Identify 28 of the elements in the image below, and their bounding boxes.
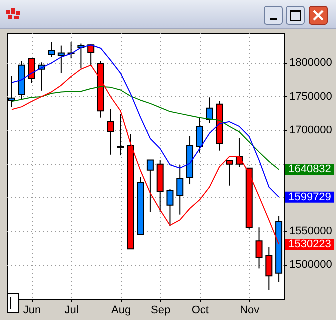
y-tick-label: 1700000 [290, 124, 332, 136]
candlestick [28, 58, 36, 84]
candlestick [166, 188, 174, 227]
candlestick [107, 108, 114, 156]
candlestick [206, 97, 214, 124]
candlestick [146, 160, 154, 213]
y-tick-label: 1550000 [290, 225, 332, 238]
candlestick [58, 45, 65, 74]
x-tick-label: Jul [64, 304, 79, 316]
x-tick-label: Jun [23, 304, 42, 316]
candlestick [226, 160, 234, 186]
x-tick-label: Nov [240, 304, 260, 316]
candlestick [196, 116, 204, 154]
text: 1530223 [288, 238, 332, 250]
candlestick [48, 42, 56, 58]
x-tick-label: Oct [192, 304, 209, 316]
candlestick [256, 227, 263, 270]
candlestick [266, 246, 273, 291]
y-tick-label: 1500000 [290, 259, 332, 272]
text: 1640832 [288, 164, 332, 176]
y-tick-label: 1750000 [290, 90, 332, 103]
line-series [11, 44, 280, 198]
y-tick-label: 1800000 [290, 57, 332, 70]
x-tick-label: Sep [151, 304, 171, 316]
candlestick [176, 164, 184, 216]
x-tick-label: Aug [111, 304, 132, 316]
text: 1599729 [288, 191, 332, 204]
candlestick [117, 114, 124, 156]
